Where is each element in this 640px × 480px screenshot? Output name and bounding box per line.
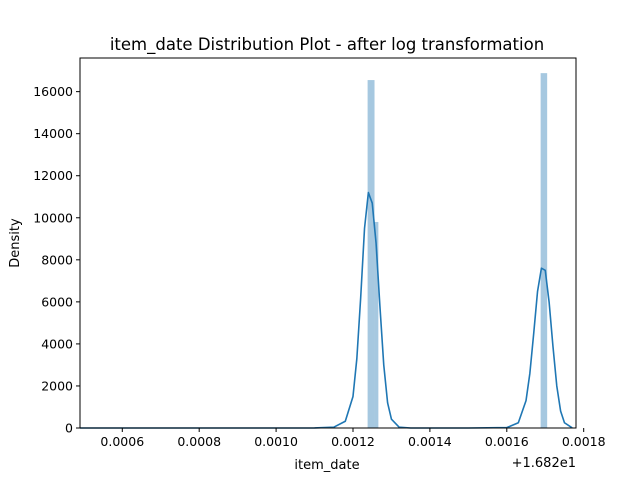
y-tick-label-1: 2000 bbox=[41, 378, 73, 393]
plot-frame bbox=[79, 57, 577, 429]
x-tick-label-2: 0.0010 bbox=[254, 434, 298, 449]
y-axis: 0 2000 4000 6000 8000 10000 12000 14000 16000 bbox=[33, 84, 80, 436]
histogram-bar-0 bbox=[367, 80, 375, 429]
x-tick-label-1: 0.0008 bbox=[177, 434, 221, 449]
histogram-bar-1 bbox=[374, 221, 379, 428]
y-tick-label-3: 6000 bbox=[41, 294, 73, 309]
chart-title: item_date Distribution Plot - after log … bbox=[110, 35, 544, 55]
y-tick-label-5: 10000 bbox=[33, 210, 73, 225]
x-tick-label-5: 0.0016 bbox=[485, 434, 529, 449]
y-tick-label-0: 0 bbox=[65, 421, 73, 436]
x-offset-label: +1.682e1 bbox=[512, 456, 576, 471]
bars-group bbox=[367, 73, 548, 429]
kde-line bbox=[80, 191, 573, 429]
kde-group bbox=[80, 191, 573, 429]
x-tick-label-0: 0.0006 bbox=[100, 434, 144, 449]
x-axis: 0.0006 0.0008 0.0010 0.0012 0.0014 0.0016 0.00… bbox=[100, 428, 606, 449]
x-tick-label-4: 0.0014 bbox=[408, 434, 452, 449]
y-tick-label-6: 12000 bbox=[33, 168, 73, 183]
x-axis-label: item_date bbox=[294, 458, 359, 473]
x-tick-label-6: 0.0018 bbox=[562, 434, 606, 449]
histogram-bar-2 bbox=[540, 73, 548, 429]
x-tick-label-3: 0.0012 bbox=[331, 434, 375, 449]
y-tick-label-2: 4000 bbox=[41, 336, 73, 351]
y-tick-label-7: 14000 bbox=[33, 126, 73, 141]
y-tick-label-8: 16000 bbox=[33, 84, 73, 99]
y-axis-label: Density bbox=[8, 218, 23, 268]
y-tick-label-4: 8000 bbox=[41, 252, 73, 267]
